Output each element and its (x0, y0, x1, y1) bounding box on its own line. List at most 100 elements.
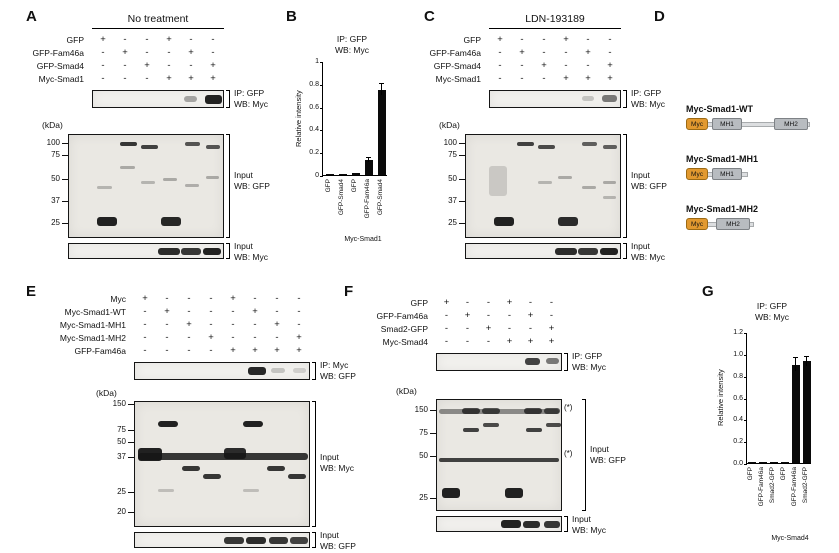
blot-label: Input (320, 530, 339, 540)
plus-minus-marker: - (189, 59, 193, 71)
error-bar (806, 357, 808, 366)
condition-label: Myc-Smad1 (435, 73, 481, 84)
plus-minus-marker: + (443, 296, 450, 308)
condition-grid: Myc + - - - + - - - Myc-Smad1-WT - + - - - + - - Myc-Smad1… (8, 292, 310, 357)
plus-minus-marker: + (164, 305, 170, 317)
plus-minus-marker: - (275, 331, 279, 343)
blot-label: WB: Myc (631, 99, 665, 110)
protein-band (206, 145, 221, 150)
condition-label: Myc-Smad1-MH1 (59, 319, 126, 330)
plus-minus-marker: - (101, 59, 105, 71)
plus-minus-marker: - (143, 344, 147, 356)
condition-grid: GFP + - - + - - GFP-Fam46a - + - - + - GFP-Smad4- - + - - +… (8, 33, 224, 85)
kda-marker: 37 (448, 197, 465, 205)
panel-label-E: E (26, 283, 37, 300)
kda-marker-value: 100 (46, 138, 60, 147)
plus-minus-marker: - (123, 72, 127, 84)
plus-minus-marker: + (142, 292, 148, 304)
plus-minus-marker: + (548, 322, 555, 334)
plus-minus-marker: - (465, 322, 470, 334)
plus-minus-marker: + (274, 344, 280, 356)
plus-minus-marker: - (101, 46, 105, 58)
x-tick-label: GFP-Fam46a (758, 467, 766, 507)
plus-minus-marker: - (549, 296, 554, 308)
condition-grid: GFP + - - + - - GFP-Fam46a - + - - + - GFP-Smad4- - + - - +… (405, 33, 621, 85)
plus-minus-marker: - (123, 59, 127, 71)
blot-side-labels: Input WB: GFP (320, 530, 356, 552)
protein-band (141, 145, 159, 150)
condition-label: Myc-Smad4 (382, 336, 428, 347)
blot-label: WB: Myc (320, 463, 354, 474)
protein-band (538, 180, 553, 184)
chart-title-line: IP: GFP (336, 34, 368, 44)
condition-label: GFP-Smad4 (36, 60, 84, 71)
kda-marker: 150 (415, 406, 436, 414)
myc-tag-box: Myc (686, 168, 708, 180)
blot-side-labels: Input WB: GFP (631, 170, 667, 192)
protein-band (141, 180, 156, 184)
y-tick (743, 398, 747, 400)
plus-minus-marker: - (253, 292, 257, 304)
x-tick-label: GFP (747, 467, 755, 481)
bar (748, 461, 757, 463)
blot-label: IP: Myc (320, 360, 349, 370)
protein-band (505, 488, 524, 498)
plus-minus-marker: - (253, 318, 257, 330)
plus-minus-marker: - (187, 344, 191, 356)
protein-band (246, 536, 267, 544)
plus-minus-marker: - (165, 318, 169, 330)
blot-ip-gfp-wb-myc (436, 353, 562, 371)
protein-band (119, 165, 135, 169)
condition-label: GFP-Fam46a (32, 47, 85, 58)
x-tick-label: GFP (350, 179, 358, 193)
plus-minus-marker: + (186, 318, 192, 330)
plus-minus-marker: - (507, 322, 512, 334)
blot-input-wb-gfp (465, 134, 621, 238)
construct-name: Myc-Smad1-WT (686, 104, 754, 114)
construct-name: Myc-Smad1-MH2 (686, 204, 759, 214)
plus-minus-marker: + (497, 33, 503, 45)
protein-band (138, 447, 163, 461)
chart-plot: 0 0.2 0.4 0.6 0.8 1 GFP GFP-Smad4 GFP GFP-Fam46a G… (309, 58, 387, 218)
protein-band (270, 368, 285, 374)
kda-marker-tick (459, 178, 465, 180)
kda-markers: 100 75 50 37 25 (437, 134, 465, 238)
plus-minus-marker: + (464, 309, 471, 321)
panel-label-A: A (26, 8, 37, 25)
blot-label: Input (631, 170, 650, 180)
protein-band (289, 536, 308, 544)
plus-minus-marker: - (209, 305, 213, 317)
bar (780, 461, 789, 463)
plus-minus-marker: + (485, 322, 492, 334)
protein-band (288, 473, 307, 479)
y-tick-label: 1 (315, 58, 319, 65)
plus-minus-marker: + (210, 72, 216, 84)
nonspecific-band-asterisk: (*) (564, 449, 573, 458)
kda-marker-value: 25 (117, 487, 126, 496)
plus-minus-marker: - (231, 318, 235, 330)
protein-band (558, 216, 579, 226)
protein-band (242, 420, 263, 427)
kda-marker-tick (430, 455, 436, 457)
condition-row: Myc-Smad1-MH1 - - + - - - + - (8, 318, 310, 331)
plus-minus-marker: - (528, 296, 533, 308)
kda-marker-value: 75 (51, 150, 60, 159)
y-tick-label: 1.0 (733, 350, 743, 358)
plus-minus-marker: + (519, 46, 525, 58)
protein-band (138, 452, 309, 460)
kda-marker-value: 150 (414, 405, 428, 414)
plus-minus-marker: - (211, 33, 215, 45)
kda-marker-value: 25 (419, 493, 428, 502)
blot-input-wb-myc (134, 401, 310, 527)
y-axis-label: Relative intensity (294, 90, 303, 147)
protein-band (184, 95, 197, 102)
kda-label: (kDa) (96, 388, 117, 398)
y-tick-label: 0 (315, 172, 319, 179)
condition-row: Smad2-GFP - - + - - + (352, 322, 562, 335)
y-tick (743, 354, 747, 356)
error-bar-cap (793, 357, 799, 359)
plus-minus-marker: - (542, 46, 546, 58)
protein-band (96, 216, 117, 226)
protein-band (157, 488, 174, 492)
y-tick-label: 0.0 (733, 460, 743, 467)
